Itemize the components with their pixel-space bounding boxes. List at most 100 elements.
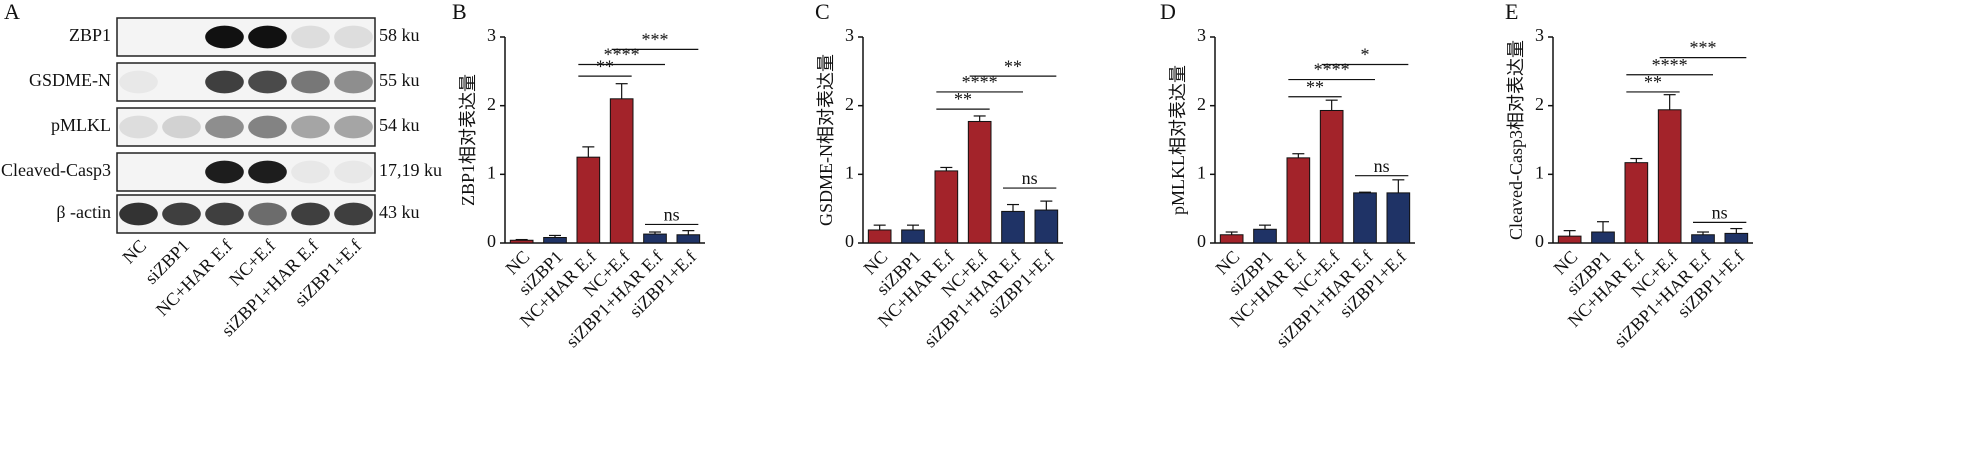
panel-letter: B — [452, 0, 467, 24]
band — [334, 115, 373, 139]
significance-label: ** — [1306, 77, 1324, 97]
y-tick-label: 2 — [1535, 94, 1544, 114]
blot-frame — [116, 152, 376, 192]
band — [119, 202, 158, 226]
band — [205, 25, 244, 49]
bar — [967, 120, 992, 244]
significance-label: **** — [1314, 60, 1350, 80]
band — [291, 25, 330, 49]
bar — [1219, 234, 1244, 244]
size-label: 55 ku — [379, 70, 420, 90]
band — [205, 202, 244, 226]
band — [119, 161, 158, 184]
bar — [1034, 209, 1059, 244]
y-tick-label: 3 — [487, 25, 496, 45]
y-axis-label: pMLKL相对表达量 — [1168, 65, 1188, 215]
band — [334, 70, 373, 94]
band — [248, 202, 287, 226]
blot-frame — [116, 62, 376, 102]
y-tick-label: 2 — [1197, 94, 1206, 114]
significance-label: ns — [1374, 156, 1390, 176]
protein-label: pMLKL — [51, 115, 111, 135]
y-tick-label: 3 — [845, 25, 854, 45]
y-tick-label: 1 — [1535, 162, 1544, 182]
band — [291, 160, 330, 184]
band — [119, 70, 158, 94]
protein-label: β -actin — [56, 202, 111, 222]
panel-letter: E — [1505, 0, 1518, 24]
significance-label: *** — [1690, 38, 1717, 58]
bar — [643, 233, 667, 244]
y-tick-label: 1 — [845, 162, 854, 182]
bar — [1319, 109, 1344, 244]
size-label: 43 ku — [379, 202, 420, 222]
band — [248, 25, 287, 49]
band — [119, 26, 158, 49]
lane-label: NC — [118, 236, 150, 268]
size-label: 58 ku — [379, 25, 420, 45]
y-tick-label: 1 — [487, 162, 496, 182]
bar — [934, 170, 959, 244]
significance-label: ** — [954, 89, 972, 109]
y-tick-label: 2 — [487, 94, 496, 114]
band — [119, 115, 158, 139]
blot-frame — [116, 107, 376, 147]
y-tick-label: 1 — [1197, 162, 1206, 182]
y-axis-label: GSDME-N相对表达量 — [816, 54, 836, 226]
bar — [1724, 232, 1749, 244]
significance-label: ** — [1644, 72, 1662, 92]
band — [291, 115, 330, 139]
significance-label: **** — [1652, 55, 1688, 75]
significance-label: *** — [642, 29, 669, 49]
significance-label: ns — [1022, 168, 1038, 188]
bar — [543, 237, 567, 244]
y-tick-label: 0 — [1197, 231, 1206, 251]
y-tick-label: 0 — [845, 231, 854, 251]
band — [248, 70, 287, 94]
y-axis-label: Cleaved-Casp3相对表达量 — [1506, 40, 1526, 240]
band — [334, 202, 373, 226]
panel-letter: D — [1160, 0, 1176, 24]
band — [162, 161, 201, 184]
significance-label: ** — [1004, 56, 1022, 76]
band — [291, 70, 330, 94]
band — [205, 115, 244, 139]
band — [334, 25, 373, 49]
y-tick-label: 2 — [845, 94, 854, 114]
band — [162, 26, 201, 49]
blot-frame — [116, 17, 376, 57]
bar — [676, 234, 701, 244]
band — [248, 115, 287, 139]
blot-frame — [116, 194, 376, 234]
bar — [1286, 157, 1311, 244]
band — [205, 160, 244, 184]
y-tick-label: 0 — [1535, 231, 1544, 251]
band — [334, 160, 373, 184]
significance-label: * — [1361, 45, 1370, 65]
bar — [609, 98, 634, 244]
bar — [1001, 210, 1025, 244]
panel-letter: C — [815, 0, 830, 24]
size-label: 54 ku — [379, 115, 420, 135]
bar — [1591, 231, 1615, 244]
significance-label: ns — [1712, 203, 1728, 223]
y-tick-label: 3 — [1535, 25, 1544, 45]
band — [291, 202, 330, 226]
bar — [1691, 234, 1715, 244]
protein-label: GSDME-N — [29, 70, 111, 90]
bar — [1253, 228, 1277, 244]
panel-letter: A — [4, 0, 20, 24]
band — [248, 160, 287, 184]
band — [162, 115, 201, 139]
y-axis-label: ZBP1相对表达量 — [458, 74, 478, 206]
protein-label: Cleaved-Casp3 — [1, 160, 111, 180]
significance-label: ns — [664, 205, 680, 225]
significance-label: ** — [596, 56, 614, 76]
y-tick-label: 3 — [1197, 25, 1206, 45]
protein-label: ZBP1 — [69, 25, 111, 45]
size-label: 17,19 ku — [379, 160, 442, 180]
bar — [1386, 192, 1411, 244]
band — [162, 71, 201, 94]
significance-label: **** — [604, 45, 640, 65]
